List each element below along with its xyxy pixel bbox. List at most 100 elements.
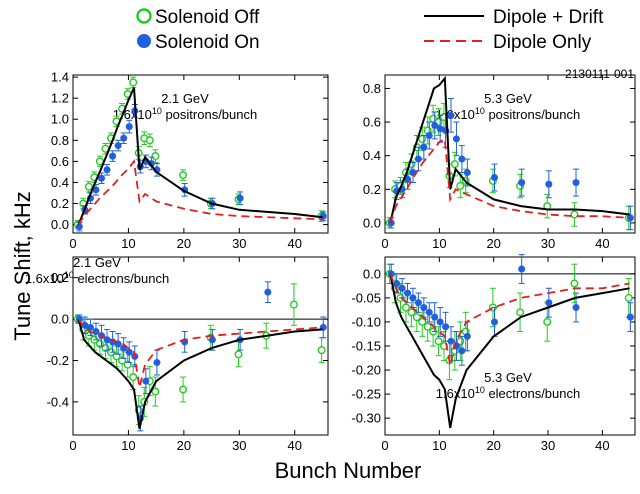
dipole-only-line [77,159,323,226]
data-point-filled [458,155,466,163]
data-point-open [570,279,579,288]
annotation-species: electrons/bunch [74,271,169,286]
x-tick-label: 40 [595,236,609,251]
x-tick-label: 40 [288,438,302,453]
legend-item-solenoid-on: Solenoid On [137,32,260,53]
legend-label-solenoid-off: Solenoid Off [155,7,260,28]
legend-open-circle-marker [136,8,152,24]
panel-top-right: 0 10 20 30 40 0.0 0.2 0.4 0.6 0.8 5.3 GeV1.6x1010 … [363,74,636,251]
plot-frame [72,74,329,234]
x-tick-label: 30 [541,438,555,453]
data-point-filled [447,111,455,119]
y-tick-label: 1.4 [51,70,69,85]
panel-top-left: 0 10 20 30 40 0.0 0.2 0.4 0.6 0.8 1.0 1.2 1.4 2.1 GeV… [51,70,329,251]
data-point-filled [518,179,526,187]
data-point-filled [414,299,422,307]
series-dipole-drift [77,87,323,225]
series-dipole-drift [77,318,323,430]
x-tick-label: 20 [177,438,191,453]
y-tick-label: 0.0 [51,217,69,232]
data-point-open [289,300,298,309]
data-point-open [516,308,525,317]
data-point-filled [109,152,117,160]
data-point-open [179,171,188,180]
data-point-filled [98,174,106,182]
legend-filled-circle-marker [137,34,151,48]
y-tick-label: -0.05 [351,290,381,305]
data-point-filled [420,304,428,312]
y-tick-label: 0.4 [51,175,69,190]
series-solenoid-on [387,254,634,366]
series-solenoid-on [75,281,327,432]
y-tick-label: -0.20 [351,363,381,378]
data-point-open [145,136,154,145]
data-point-filled [75,223,83,231]
data-point-filled [81,321,89,329]
x-tick-label: 10 [432,438,446,453]
data-point-filled [463,332,471,340]
annotation-exponent: 10 [475,385,485,395]
data-point-filled [425,308,433,316]
legend-item-dipole-drift: Dipole + Drift [424,7,604,28]
y-tick-label: 0.0 [51,312,69,327]
x-tick-label: 10 [432,236,446,251]
data-point-filled [153,359,161,367]
panels: 0 10 20 30 40 0.0 0.2 0.4 0.6 0.8 1.0 1.2 1.4 2.1 GeV… [25,70,636,453]
data-point-filled [409,294,417,302]
y-tick-label: 0.6 [363,115,381,130]
x-tick-label: 40 [595,438,609,453]
legend: Solenoid Off Solenoid On Dipole + Drift … [136,7,604,53]
plot-frame [384,74,636,234]
data-point-filled [572,179,580,187]
data-point-filled [436,125,444,133]
dipole-drift-line [389,273,630,428]
data-point-filled [125,123,133,131]
dipole-only-line [77,318,323,388]
y-tick-label: 0.0 [363,266,381,281]
x-tick-label: 20 [486,236,500,251]
series-dipole-only [389,137,630,224]
data-point-filled [420,143,428,151]
annotation-species: positrons/bunch [162,107,257,122]
data-point-filled [490,174,498,182]
y-tick-label: 0.2 [51,270,69,285]
data-point-filled [572,304,580,312]
y-tick-label: -0.15 [351,339,381,354]
data-point-open [570,210,579,219]
data-point-filled [626,214,634,222]
data-point-filled [103,166,111,174]
series-dipole-drift [389,273,630,428]
panel-annotation-energy: 2.1 GeV [73,255,121,270]
data-point-open [423,322,432,331]
legend-item-dipole-only: Dipole Only [424,32,592,53]
annotation-exponent: 10 [152,106,162,116]
y-tick-label: 1.2 [51,91,69,106]
data-point-filled [463,168,471,176]
data-point-open [129,373,138,382]
data-point-filled [264,288,272,296]
annotation-exponent: 10 [64,270,74,280]
data-point-filled [545,299,553,307]
legend-label-solenoid-on: Solenoid On [155,32,260,53]
x-axis-label: Bunch Number [275,458,422,483]
data-point-filled [125,348,133,356]
data-point-filled [518,265,526,273]
y-tick-label: -0.30 [351,411,381,426]
data-point-filled [404,175,412,183]
x-tick-label: 30 [232,438,246,453]
x-tick-label: 0 [381,438,388,453]
data-point-filled [626,313,634,321]
data-point-open [179,385,188,394]
data-point-filled [431,121,439,129]
data-point-filled [86,323,94,331]
x-tick-label: 40 [288,236,302,251]
data-point-filled [92,186,100,194]
dipole-drift-line [77,318,323,430]
y-tick-label: 0.0 [363,215,381,230]
legend-item-solenoid-off: Solenoid Off [136,7,260,28]
data-point-filled [142,377,150,385]
data-point-open [412,313,421,322]
panel-annotation-energy: 2.1 GeV [161,91,209,106]
